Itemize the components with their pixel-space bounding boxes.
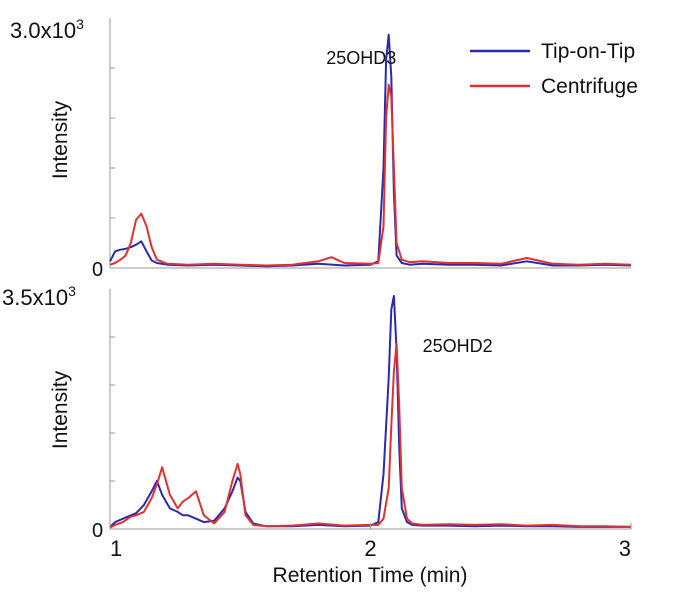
top-y-zero-label: 0	[92, 259, 103, 281]
panel-25ohd3: 3.0x103 0 Intensity 25OHD3 Tip-on-Tip Ce…	[10, 16, 638, 281]
top-series-centrifuge-line	[109, 83, 632, 267]
x-axis-label: Retention Time (min)	[273, 564, 468, 587]
legend: Tip-on-Tip Centrifuge	[470, 40, 638, 98]
top-y-ticks	[110, 67, 115, 219]
x-tick-labels: 1 2 3	[109, 523, 632, 561]
peak-label-25ohd2: 25OHD2	[423, 336, 493, 356]
bottom-y-max-label: 3.5x103	[2, 283, 76, 310]
bottom-y-ticks	[110, 336, 115, 482]
bottom-series-centrifuge-line	[109, 342, 632, 529]
panel-25ohd2: 3.5x103 0 Intensity 25OHD2 1 2 3 Retention…	[2, 283, 632, 587]
peak-label-25ohd3: 25OHD3	[326, 48, 396, 68]
legend-label-centrifuge: Centrifuge	[541, 75, 638, 98]
x-tick-label: 3	[619, 536, 631, 561]
x-tick-label: 2	[364, 536, 376, 561]
x-tick-label: 1	[110, 536, 122, 561]
top-y-axis-label: Intensity	[49, 100, 72, 179]
top-y-max-label: 3.0x103	[10, 16, 84, 43]
bottom-y-zero-label: 0	[92, 520, 103, 542]
legend-label-tip-on-tip: Tip-on-Tip	[541, 40, 635, 63]
bottom-y-axis-label: Intensity	[49, 370, 72, 449]
